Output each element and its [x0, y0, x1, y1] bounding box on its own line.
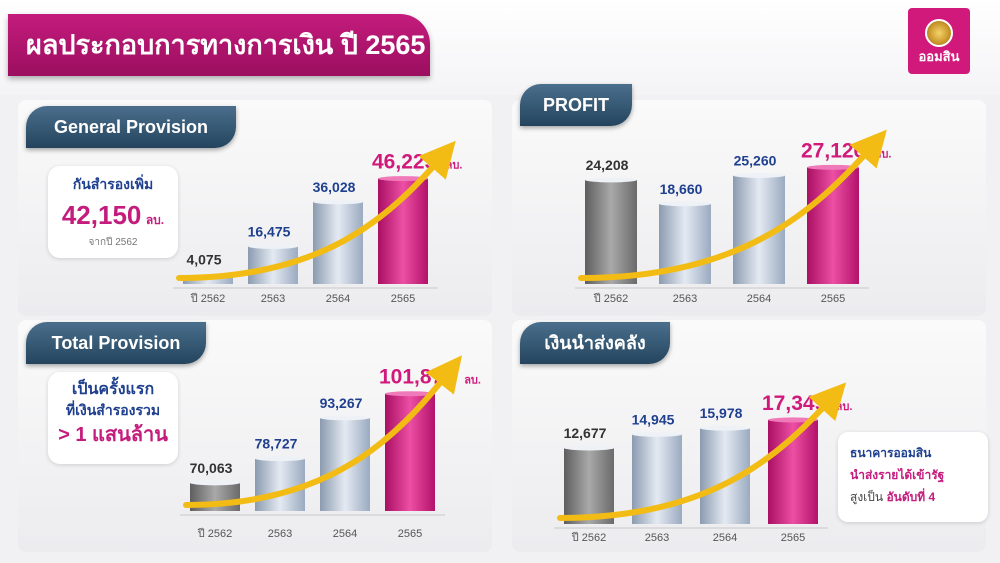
unit-label-1: ลบ.: [875, 148, 892, 160]
callout-line1: กันสำรองเพิ่ม: [72, 176, 154, 192]
callout-line1: เป็นครั้งแรก: [71, 381, 155, 398]
value-label-1-0: 24,208: [586, 157, 629, 173]
value-label-1-3: 27,126: [801, 139, 865, 162]
bar-cap-3-0: [564, 445, 614, 451]
emblem-icon: [925, 18, 953, 47]
value-label-2-2: 93,267: [320, 395, 363, 411]
value-label-0-1: 16,475: [248, 223, 291, 239]
bar-cap-2-2: [320, 415, 370, 421]
tick-label-2-1: 2563: [268, 528, 292, 540]
bar-cap-2-1: [255, 456, 305, 462]
bar-cap-3-3: [768, 417, 818, 423]
gsb-logo: ออมสิน: [908, 8, 970, 74]
growth-arrow-1: [578, 129, 887, 281]
general-provision-title: General Provision: [26, 106, 236, 148]
page-title: ผลประกอบการทางการเงิน ปี 2565: [8, 14, 430, 76]
total-provision-title: Total Provision: [26, 322, 206, 364]
bar-cap-1-0: [585, 177, 637, 183]
tick-label-0-1: 2563: [261, 293, 285, 305]
callout-line3: > 1 แสนล้าน: [58, 424, 168, 446]
tick-label-3-3: 2565: [781, 532, 805, 544]
note-line3-highlight: อันดับที่ 4: [886, 490, 936, 504]
tick-label-1-2: 2564: [747, 293, 771, 305]
tick-label-0-2: 2564: [326, 293, 350, 305]
tick-label-0-3: 2565: [391, 293, 415, 305]
bar-cap-0-1: [248, 243, 298, 249]
note-line2: นำส่งรายได้เข้ารัฐ: [850, 468, 945, 482]
callout-line2: ที่เงินสำรองรวม: [65, 402, 161, 418]
bar-3-0: [564, 447, 614, 524]
callout-line3: จากปี 2562: [88, 237, 138, 248]
growth-arrow-2: [183, 355, 463, 508]
tick-label-2-2: 2564: [333, 528, 357, 540]
remittance-title: เงินนำส่งคลัง: [520, 322, 670, 364]
value-label-1-1: 18,660: [660, 181, 703, 197]
tick-label-3-0: ปี 2562: [571, 531, 607, 544]
bar-cap-1-1: [659, 201, 711, 207]
value-label-0-0: 4,075: [186, 252, 221, 268]
tick-label-3-2: 2564: [713, 532, 737, 544]
total-provision-callout: เป็นครั้งแรก ที่เงินสำรองรวม > 1 แสนล้าน: [48, 372, 178, 464]
remittance-note: ธนาคารออมสิน นำส่งรายได้เข้ารัฐ สูงเป็น …: [838, 432, 988, 522]
value-label-3-2: 15,978: [700, 405, 743, 421]
callout-value-row: 42,150 ลบ.: [48, 200, 178, 231]
bar-1-0: [585, 179, 637, 284]
bar-cap-2-0: [190, 480, 240, 486]
bar-cap-1-3: [807, 164, 859, 170]
callout-unit: ลบ.: [145, 213, 165, 227]
tick-label-2-3: 2565: [398, 528, 422, 540]
tick-label-2-0: ปี 2562: [197, 527, 233, 540]
tick-label-1-1: 2563: [673, 293, 697, 305]
bar-cap-3-2: [700, 425, 750, 431]
value-label-0-2: 36,028: [313, 179, 356, 195]
logo-text: ออมสิน: [918, 48, 960, 64]
unit-label-0: ลบ.: [446, 160, 463, 172]
unit-label-3: ลบ.: [836, 401, 853, 413]
tick-label-0-0: ปี 2562: [190, 292, 226, 305]
note-line3-prefix: สูงเป็น: [850, 490, 884, 504]
callout-value: 42,150: [61, 200, 142, 230]
tick-label-1-0: ปี 2562: [593, 292, 629, 305]
bar-cap-1-2: [733, 172, 785, 178]
bar-2-3: [385, 393, 435, 511]
bar-cap-2-3: [385, 391, 435, 397]
value-label-3-0: 12,677: [564, 425, 607, 441]
bar-cap-0-3: [378, 176, 428, 182]
bar-cap-3-1: [632, 431, 682, 437]
value-label-3-1: 14,945: [632, 411, 675, 427]
value-label-1-2: 25,260: [734, 152, 777, 168]
bar-cap-0-2: [313, 199, 363, 205]
note-line1: ธนาคารออมสิน: [850, 446, 932, 460]
growth-arrow-3: [557, 382, 847, 521]
note-line3: สูงเป็น อันดับที่ 4: [850, 486, 976, 508]
value-label-2-0: 70,063: [190, 460, 233, 476]
growth-arrow-0: [176, 140, 456, 281]
bar-2-1: [255, 458, 305, 511]
tick-label-1-3: 2565: [821, 293, 845, 305]
unit-label-2: ลบ.: [464, 375, 481, 387]
value-label-2-1: 78,727: [255, 436, 298, 452]
general-provision-callout: กันสำรองเพิ่ม 42,150 ลบ. จากปี 2562: [48, 166, 178, 258]
tick-label-3-1: 2563: [645, 532, 669, 544]
profit-title: PROFIT: [520, 84, 632, 126]
